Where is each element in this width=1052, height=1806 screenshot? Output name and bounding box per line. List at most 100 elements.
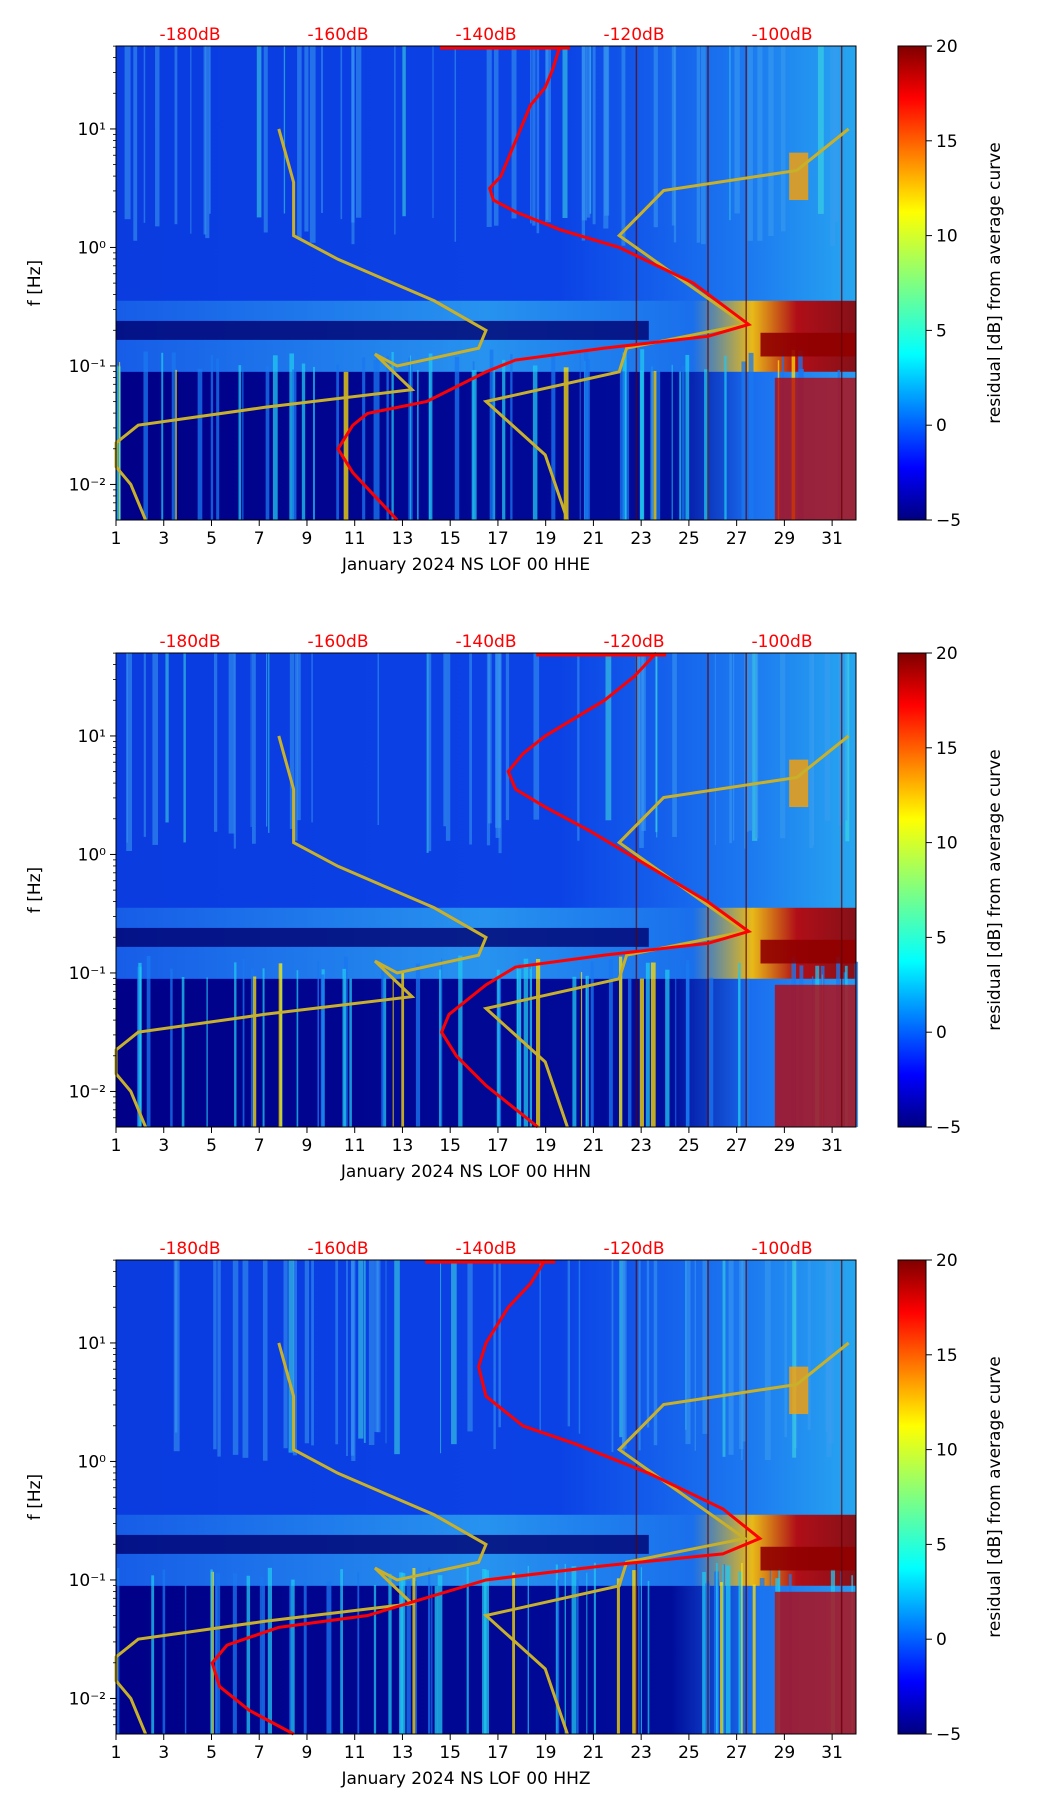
- y-tick-label: 10⁰: [78, 1452, 107, 1472]
- event-streak: [752, 1584, 756, 1734]
- event-streak: [343, 371, 349, 520]
- event-streak: [232, 1260, 239, 1455]
- event-streak: [289, 353, 295, 520]
- x-tick-label: 17: [487, 529, 509, 549]
- x-tick-label: 23: [630, 529, 652, 549]
- event-streak: [250, 968, 254, 1127]
- x-tick-label: 23: [630, 1136, 652, 1156]
- x-tick-label: 25: [678, 1743, 700, 1763]
- event-streak: [388, 1573, 392, 1734]
- colorbar-tick-label: −5: [936, 511, 961, 531]
- event-streak: [283, 1260, 288, 1449]
- event-streak: [428, 653, 432, 852]
- event-streak: [394, 46, 396, 235]
- event-streak: [213, 653, 218, 832]
- event-streak: [251, 653, 256, 844]
- event-streak: [238, 365, 242, 520]
- event-streak: [242, 1260, 249, 1458]
- event-streak: [755, 653, 759, 839]
- x-tick-label: 13: [392, 1136, 414, 1156]
- event-streak: [288, 1260, 295, 1453]
- event-streak: [197, 368, 203, 520]
- event-streak: [351, 46, 355, 223]
- event-streak: [440, 1260, 442, 1454]
- colorbar-tick-label: 0: [936, 1023, 947, 1043]
- event-streak: [438, 969, 442, 1127]
- x-tick-label: 31: [821, 1136, 843, 1156]
- event-streak: [174, 46, 178, 225]
- event-streak: [152, 653, 158, 845]
- x-tick-label: 31: [821, 1743, 843, 1763]
- event-streak: [126, 653, 133, 852]
- event-streak: [426, 653, 429, 853]
- event-streak: [265, 366, 270, 520]
- event-streak: [685, 1260, 691, 1445]
- event-streak: [647, 1580, 650, 1734]
- y-tick-label: 10⁰: [78, 238, 107, 258]
- event-streak: [216, 358, 220, 520]
- event-streak: [355, 46, 362, 218]
- event-streak: [625, 358, 630, 520]
- event-streak: [454, 46, 457, 242]
- event-streak: [428, 353, 433, 520]
- average-psd-curve: [336, 45, 753, 522]
- colorbar-tick-label: 0: [936, 1630, 947, 1650]
- y-tick-label: 10⁻²: [69, 1082, 106, 1102]
- event-streak: [564, 1563, 566, 1734]
- x-tick-label: 11: [344, 529, 366, 549]
- event-streak: [210, 1569, 213, 1734]
- event-streak: [545, 46, 551, 223]
- event-streak: [621, 1260, 625, 1453]
- event-streak: [748, 352, 754, 520]
- event-streak: [532, 365, 538, 520]
- event-streak: [717, 1583, 719, 1734]
- event-streak: [824, 653, 831, 821]
- event-streak: [536, 46, 540, 234]
- event-streak: [346, 1260, 348, 1457]
- event-streak: [586, 46, 591, 218]
- event-streak: [608, 959, 613, 1127]
- y-tick-label: 10⁻¹: [69, 1571, 106, 1591]
- event-streak: [694, 1260, 696, 1451]
- x-tick-label: 11: [344, 1743, 366, 1763]
- event-streak: [415, 1581, 417, 1734]
- event-streak: [486, 46, 492, 228]
- event-streak: [579, 352, 581, 520]
- event-streak: [377, 653, 380, 825]
- event-streak: [632, 1570, 637, 1734]
- event-streak: [672, 653, 677, 838]
- y-axis-label: f [Hz]: [25, 1474, 45, 1520]
- event-streak: [294, 653, 298, 841]
- y-tick-label: 10⁻¹: [69, 964, 106, 984]
- event-streak: [585, 976, 587, 1127]
- x-tick-label: 5: [206, 529, 217, 549]
- event-streak: [383, 978, 387, 1127]
- spectrogram-image: [116, 1260, 856, 1734]
- colorbar-gradient: [897, 45, 927, 521]
- x-tick-label: 1: [111, 1136, 122, 1156]
- x-tick-label: 1: [111, 1743, 122, 1763]
- event-streak: [309, 46, 316, 243]
- event-streak: [577, 653, 580, 841]
- x-tick-label: 17: [487, 1136, 509, 1156]
- event-streak: [650, 356, 654, 520]
- event-streak: [210, 354, 214, 520]
- event-streak: [655, 370, 661, 520]
- event-streak: [267, 1567, 273, 1734]
- event-streak: [780, 46, 786, 232]
- colorbar-tick-label: 20: [936, 37, 958, 57]
- event-streak: [451, 1260, 457, 1445]
- event-streak: [336, 364, 339, 520]
- event-streak: [492, 367, 496, 520]
- microseism-peak: [760, 1546, 856, 1571]
- high-noise-model-curve: [482, 734, 850, 1128]
- x-tick-label: 9: [302, 1136, 313, 1156]
- y-axis-label: f [Hz]: [25, 260, 45, 306]
- event-streak: [744, 653, 746, 849]
- colorbar: 20 15 10 5 0 −5 residual [dB] from average cur…: [897, 1251, 1005, 1745]
- event-streak: [527, 1565, 529, 1734]
- colorbar-tick-label: 10: [936, 227, 958, 247]
- event-streak: [746, 978, 750, 1127]
- event-streak: [603, 46, 609, 229]
- colorbar-label: residual [dB] from average curve: [985, 749, 1005, 1030]
